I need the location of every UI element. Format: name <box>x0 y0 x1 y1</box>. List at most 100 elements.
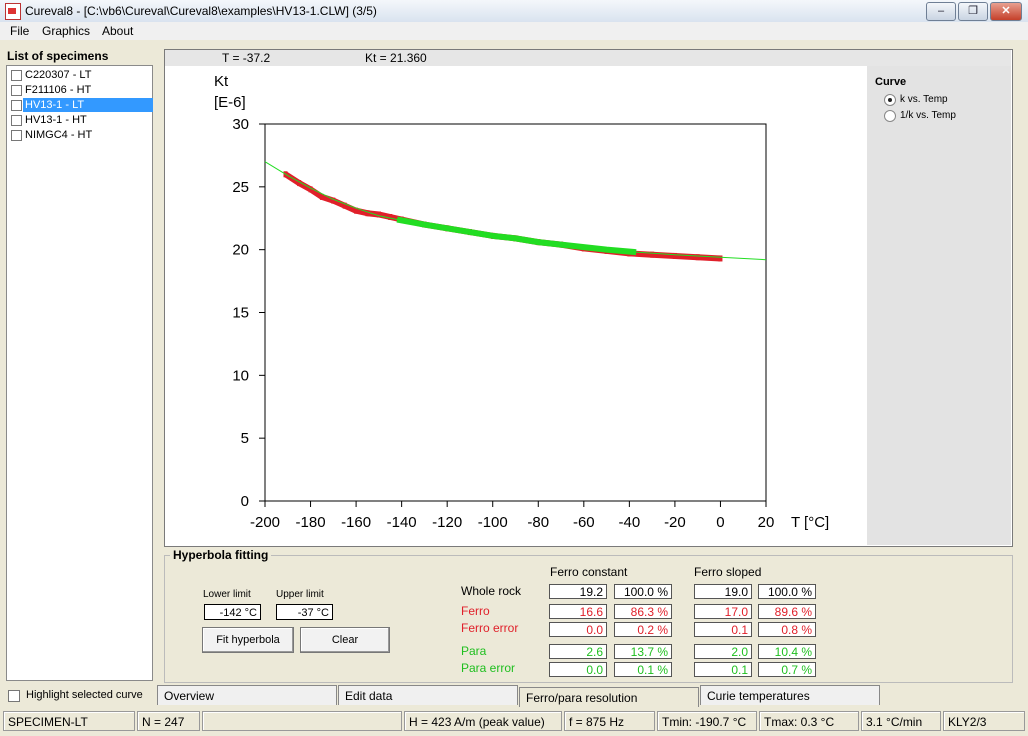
fit-hyperbola-button[interactable]: Fit hyperbola <box>202 627 294 653</box>
radio-inverse-k-vs-temp[interactable] <box>884 110 896 122</box>
status-instrument: KLY2/3 <box>943 711 1025 731</box>
specimen-checkbox[interactable] <box>11 100 22 111</box>
radio-inverse-k-vs-temp-label: 1/k vs. Temp <box>900 110 956 121</box>
lower-limit-label: Lower limit <box>203 589 251 600</box>
chart[interactable]: -200 -180 -160 -140 -120 -100 -80 -60 -40 -20 0 200… <box>165 66 867 545</box>
highlight-selected-label: Highlight selected curve <box>26 689 143 701</box>
ferro-error-label: Ferro error <box>461 621 519 635</box>
fit-series-line <box>264 161 767 261</box>
status-tmax: Tmax: 0.3 °C <box>759 711 859 731</box>
tab-overview[interactable]: Overview <box>157 685 337 705</box>
specimen-list[interactable]: C220307 - LT F211106 - HT HV13-1 - LT HV… <box>6 65 153 681</box>
window-title: Cureval8 - [C:\vb6\Cureval\Cureval8\exam… <box>25 4 377 18</box>
ferro-sloped-value: 17.0 <box>694 604 752 619</box>
specimen-label: NIMGC4 - HT <box>25 129 93 141</box>
para-error-const-value: 0.0 <box>549 662 607 677</box>
tab-ferro-para-resolution[interactable]: Ferro/para resolution <box>519 687 699 707</box>
whole-rock-sloped-value: 19.0 <box>694 584 752 599</box>
para-error-const-percent: 0.1 % <box>614 662 672 677</box>
y-tick-label: 20 <box>232 242 249 259</box>
minimize-button[interactable]: – <box>926 2 956 21</box>
x-tick-label: -100 <box>478 514 508 531</box>
highlight-selected-checkbox[interactable] <box>8 690 20 702</box>
measured-point <box>297 180 302 187</box>
specimen-item-selected[interactable]: HV13-1 - LT <box>9 98 153 112</box>
y-tick-label: 5 <box>241 430 249 447</box>
status-bar <box>0 708 1028 736</box>
x-tick-label: -120 <box>432 514 462 531</box>
specimen-item[interactable]: C220307 - LT <box>9 68 151 82</box>
ferro-sloped-header: Ferro sloped <box>694 565 762 579</box>
para-label: Para <box>461 644 487 658</box>
x-tick-label: -200 <box>250 514 280 531</box>
menu-graphics[interactable]: Graphics <box>42 24 91 38</box>
whole-rock-sloped-percent: 100.0 % <box>758 584 816 599</box>
x-tick-label: -180 <box>296 514 326 531</box>
x-tick-label: 0 <box>716 514 724 531</box>
specimen-checkbox[interactable] <box>11 70 22 81</box>
para-const-value: 2.6 <box>549 644 607 659</box>
status-specimen: SPECIMEN-LT <box>3 711 135 731</box>
x-tick-label: -140 <box>387 514 417 531</box>
measured-series-line <box>283 171 721 262</box>
menu-about[interactable]: About <box>102 24 134 38</box>
cursor-kt-readout: Kt = 21.360 <box>365 51 427 65</box>
y-tick-label: 15 <box>232 305 249 322</box>
specimen-item[interactable]: NIMGC4 - HT <box>9 128 151 142</box>
radio-k-vs-temp-label: k vs. Temp <box>900 94 948 105</box>
para-const-percent: 13.7 % <box>614 644 672 659</box>
restore-button[interactable]: ❐ <box>958 2 988 21</box>
para-error-sloped-percent: 0.7 % <box>758 662 816 677</box>
x-tick-label: -60 <box>573 514 595 531</box>
measured-point <box>672 252 677 259</box>
measured-point <box>695 254 700 261</box>
cursor-temperature-readout: T = -37.2 <box>222 51 271 65</box>
specimen-checkbox[interactable] <box>11 115 22 126</box>
y-tick-label: 25 <box>232 179 249 196</box>
specimen-item[interactable]: HV13-1 - HT <box>9 113 151 127</box>
x-axis-label: T [°C] <box>791 514 829 531</box>
fit-range-line <box>396 216 637 256</box>
measured-point <box>331 197 336 204</box>
clear-button[interactable]: Clear <box>300 627 390 653</box>
ferro-error-const-value: 0.0 <box>549 622 607 637</box>
specimen-label: HV13-1 - HT <box>25 114 87 126</box>
measured-point <box>376 211 381 218</box>
hyperbola-fitting-group <box>164 555 1013 683</box>
status-tmin: Tmin: -190.7 °C <box>657 711 757 731</box>
para-error-label: Para error <box>461 661 516 675</box>
readout-bar <box>165 50 1011 66</box>
plot-frame <box>264 123 767 502</box>
whole-rock-label: Whole rock <box>461 584 522 598</box>
measured-point <box>650 251 655 258</box>
status-rate: 3.1 °C/min <box>861 711 941 731</box>
radio-k-vs-temp[interactable] <box>884 94 896 106</box>
x-tick-label: -160 <box>341 514 371 531</box>
tab-curie-temperatures[interactable]: Curie temperatures <box>700 685 880 705</box>
x-tick-label: -80 <box>527 514 549 531</box>
y-axis-label: Kt <box>214 73 229 90</box>
menu-file[interactable]: File <box>10 24 30 38</box>
measured-point <box>388 213 393 220</box>
specimen-list-title: List of specimens <box>7 49 109 63</box>
upper-limit-label: Upper limit <box>276 589 324 600</box>
lower-limit-field[interactable]: -142 °C <box>204 604 261 620</box>
x-tick-label: 20 <box>758 514 775 531</box>
upper-limit-field[interactable]: -37 °C <box>276 604 333 620</box>
para-error-sloped-value: 0.1 <box>694 662 752 677</box>
specimen-checkbox[interactable] <box>11 85 22 96</box>
specimen-label: C220307 - LT <box>25 69 92 81</box>
para-sloped-value: 2.0 <box>694 644 752 659</box>
status-frequency: f = 875 Hz <box>564 711 655 731</box>
y-tick-label: 10 <box>232 367 249 384</box>
ferro-const-value: 16.6 <box>549 604 607 619</box>
ferro-label: Ferro <box>461 604 490 618</box>
specimen-item[interactable]: F211106 - HT <box>9 83 151 97</box>
measured-point <box>308 186 313 193</box>
specimen-checkbox[interactable] <box>11 130 22 141</box>
ferro-error-sloped-value: 0.1 <box>694 622 752 637</box>
ferro-sloped-percent: 89.6 % <box>758 604 816 619</box>
status-empty <box>202 711 402 731</box>
tab-edit-data[interactable]: Edit data <box>338 685 518 705</box>
close-button[interactable]: ✕ <box>990 2 1022 21</box>
